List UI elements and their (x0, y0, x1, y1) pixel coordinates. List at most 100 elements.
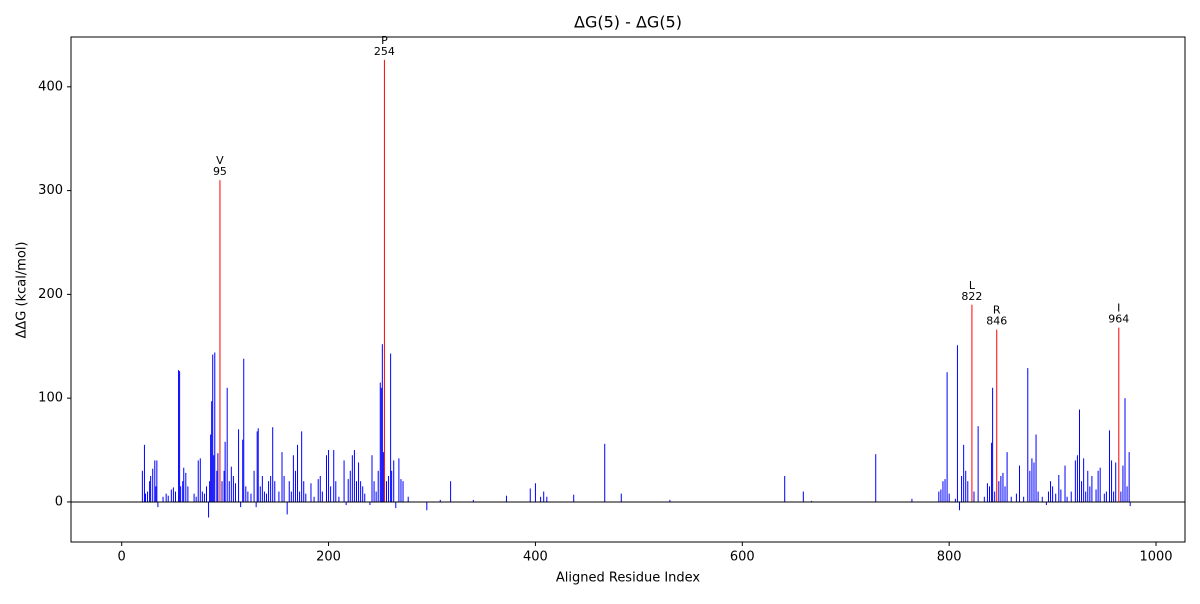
bar (1089, 486, 1091, 502)
bar (317, 479, 319, 502)
bar (1128, 452, 1130, 502)
bar (996, 329, 998, 502)
bar (971, 304, 973, 502)
bar (299, 491, 301, 502)
bar (400, 479, 402, 502)
bar (179, 371, 181, 502)
bar (201, 491, 203, 502)
bar (288, 481, 290, 502)
y-tick-label: 0 (55, 494, 63, 509)
bar (940, 489, 942, 502)
bar (1064, 465, 1066, 502)
bar (1076, 455, 1078, 502)
bar (214, 352, 216, 502)
bar (242, 439, 244, 502)
y-tick-label: 200 (38, 287, 63, 302)
bar (1091, 475, 1093, 502)
bar (360, 481, 362, 502)
bar (362, 486, 364, 502)
bar (195, 496, 197, 502)
bar (388, 475, 390, 502)
bar (259, 486, 261, 502)
bar (938, 491, 940, 502)
bar (381, 344, 383, 502)
bar (529, 488, 531, 502)
bar (224, 441, 226, 502)
bar (954, 498, 956, 502)
bar (167, 495, 169, 502)
x-tick-label: 600 (730, 550, 755, 565)
bar (382, 452, 384, 502)
bar (272, 427, 274, 502)
bar (228, 481, 230, 502)
plot-frame (70, 36, 1186, 543)
bar (1029, 470, 1031, 502)
bar (178, 370, 180, 502)
bar (942, 481, 944, 502)
bar (1099, 467, 1101, 502)
bar (1041, 496, 1043, 502)
bar (217, 453, 219, 502)
bar (944, 479, 946, 502)
bar (991, 442, 993, 502)
bar (911, 498, 913, 502)
bar (209, 481, 211, 502)
bar (206, 486, 208, 502)
bar (294, 470, 296, 502)
bar (230, 466, 232, 502)
bar (1095, 489, 1097, 502)
bar (183, 467, 185, 502)
bar (199, 458, 201, 502)
x-tick-label: 800 (937, 550, 962, 565)
bar (390, 353, 392, 502)
bar (154, 460, 156, 502)
bar (546, 496, 548, 502)
bar (977, 426, 979, 502)
bar (221, 481, 223, 502)
bar (265, 493, 267, 502)
bar (355, 481, 357, 502)
bar (963, 444, 965, 502)
bar (1126, 486, 1128, 502)
bar (1087, 470, 1089, 502)
y-axis-label: ΔΔG (kcal/mol) (15, 242, 30, 339)
bar (426, 501, 428, 511)
bar (1113, 491, 1115, 502)
bar-annotation-index: 846 (986, 315, 1007, 328)
bar (1111, 460, 1113, 502)
bar (1010, 496, 1012, 502)
bar (232, 475, 234, 502)
bar (407, 496, 409, 502)
bar (347, 479, 349, 502)
bar (573, 494, 575, 502)
bar (1019, 465, 1021, 502)
bar (1015, 493, 1017, 502)
bar (313, 496, 315, 502)
bar (240, 501, 242, 508)
bar (784, 475, 786, 502)
bar (669, 499, 671, 502)
bar (152, 468, 154, 502)
bar (238, 429, 240, 502)
bar (149, 481, 151, 502)
bar-annotation: I (1117, 302, 1120, 315)
bar (1081, 481, 1083, 502)
bar (802, 491, 804, 502)
bar (393, 460, 395, 502)
bar (338, 496, 340, 502)
bar (1118, 327, 1120, 502)
bar (1000, 475, 1002, 502)
y-tick-label: 400 (38, 79, 63, 94)
bar (992, 387, 994, 502)
bar (211, 401, 213, 502)
bar (283, 475, 285, 502)
bar (395, 501, 397, 509)
bar (1050, 481, 1052, 502)
bar (333, 450, 335, 502)
bar (439, 499, 441, 502)
bar (1033, 462, 1035, 502)
bar (959, 501, 961, 511)
bar (540, 496, 542, 502)
bar (213, 455, 215, 502)
bar (402, 481, 404, 502)
